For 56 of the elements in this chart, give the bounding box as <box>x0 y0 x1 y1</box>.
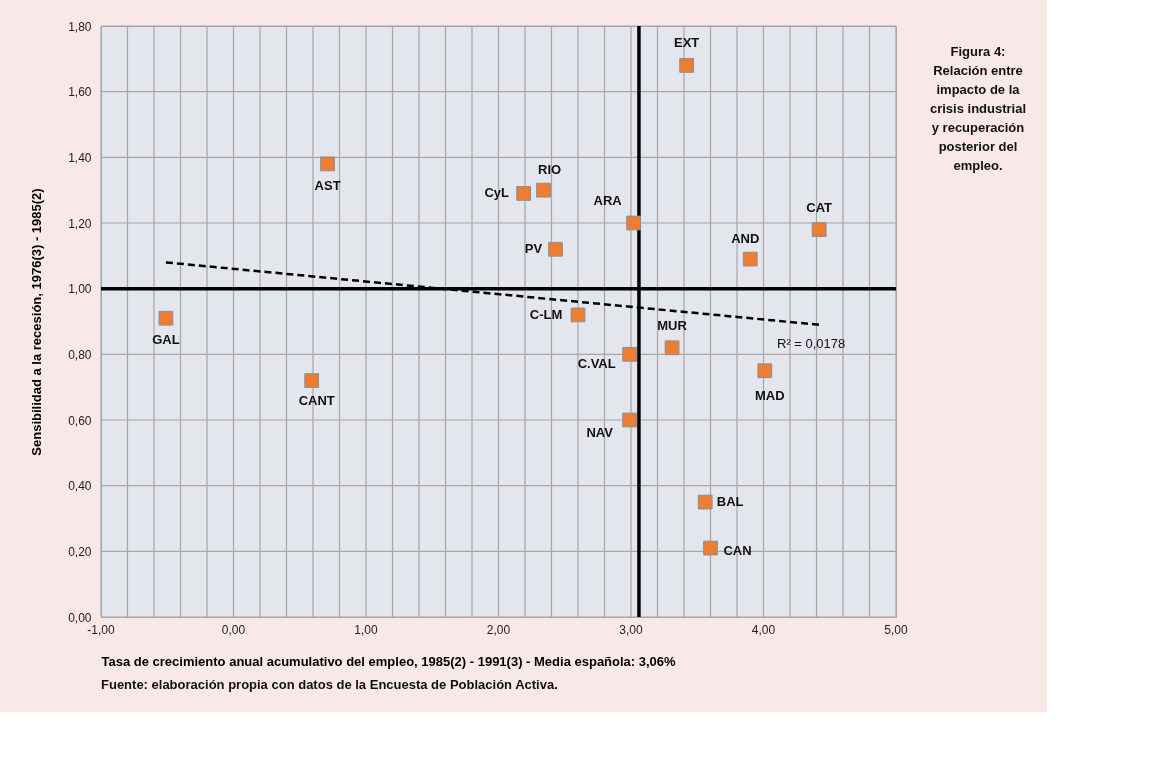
y-tick-label: 1,80 <box>68 19 92 34</box>
series-label: C.VAL <box>577 356 616 372</box>
series-label: RIO <box>537 162 562 178</box>
x-tick-label: 3,00 <box>619 623 643 637</box>
y-tick-label: 0,40 <box>68 479 92 494</box>
y-tick-label: 0,20 <box>68 544 92 559</box>
series-label: MAD <box>755 387 785 403</box>
y-tick-label: 0,60 <box>68 413 92 428</box>
series-label: PV <box>524 241 543 257</box>
series-label: GAL <box>152 332 180 348</box>
point <box>811 222 827 237</box>
y-tick-label: 1,20 <box>68 216 92 231</box>
point <box>516 186 532 201</box>
series-label: ARA <box>593 193 623 208</box>
series-label: EXT <box>674 35 700 51</box>
series-label: CANT <box>298 392 335 408</box>
point <box>664 340 680 356</box>
y-axis-title: Sensibilidad a la recesión, 1976(3) - 1985(2) <box>29 188 45 456</box>
series-label: C-LM <box>529 306 563 322</box>
point <box>304 373 320 388</box>
series-label: CAN <box>723 543 752 559</box>
point <box>679 58 695 73</box>
x-axis-title: Tasa de crecimiento anual acumulativo del empleo, 1985(2) - 1991(3) - Media española: 3,06% <box>101 653 677 669</box>
y-tick-label: 1,40 <box>68 150 92 165</box>
point <box>703 540 718 556</box>
series-label: AST <box>314 177 341 193</box>
source-note: Fuente: elaboración propia con datos de la Encuesta de Población Activa. <box>101 677 558 692</box>
series-label: CyL <box>484 185 510 201</box>
series-label: MUR <box>657 317 688 333</box>
x-tick-label: 2,00 <box>486 623 511 637</box>
x-tick-label: -1,00 <box>87 623 115 637</box>
y-tick-label: 1,00 <box>68 282 92 297</box>
y-tick-label: 0,80 <box>68 347 92 362</box>
series-label: AND <box>731 231 760 247</box>
x-tick-label: 4,00 <box>751 623 776 637</box>
annotation: R² = 0,0178 <box>777 336 846 351</box>
x-tick-label: 0,00 <box>221 623 246 637</box>
point <box>548 241 563 257</box>
point <box>158 310 174 326</box>
series-label: CAT <box>806 199 833 215</box>
point <box>622 412 638 428</box>
x-tick-label: 5,00 <box>884 623 908 637</box>
series-label: NAV <box>586 425 614 440</box>
point <box>697 494 713 510</box>
point <box>742 251 758 267</box>
point <box>622 346 638 362</box>
series-label: BAL <box>716 494 744 510</box>
y-tick-label: 1,60 <box>68 85 92 100</box>
x-tick-label: 1,00 <box>354 623 378 637</box>
point <box>320 156 335 172</box>
point <box>570 307 586 323</box>
point <box>536 182 551 198</box>
text: Figura 4: Relación entre impacto de la crisis industrial y recuperación posterior del empleo. <box>929 44 1027 173</box>
point <box>757 363 773 379</box>
y-tick-label: 0,00 <box>68 610 92 625</box>
point <box>626 215 642 231</box>
